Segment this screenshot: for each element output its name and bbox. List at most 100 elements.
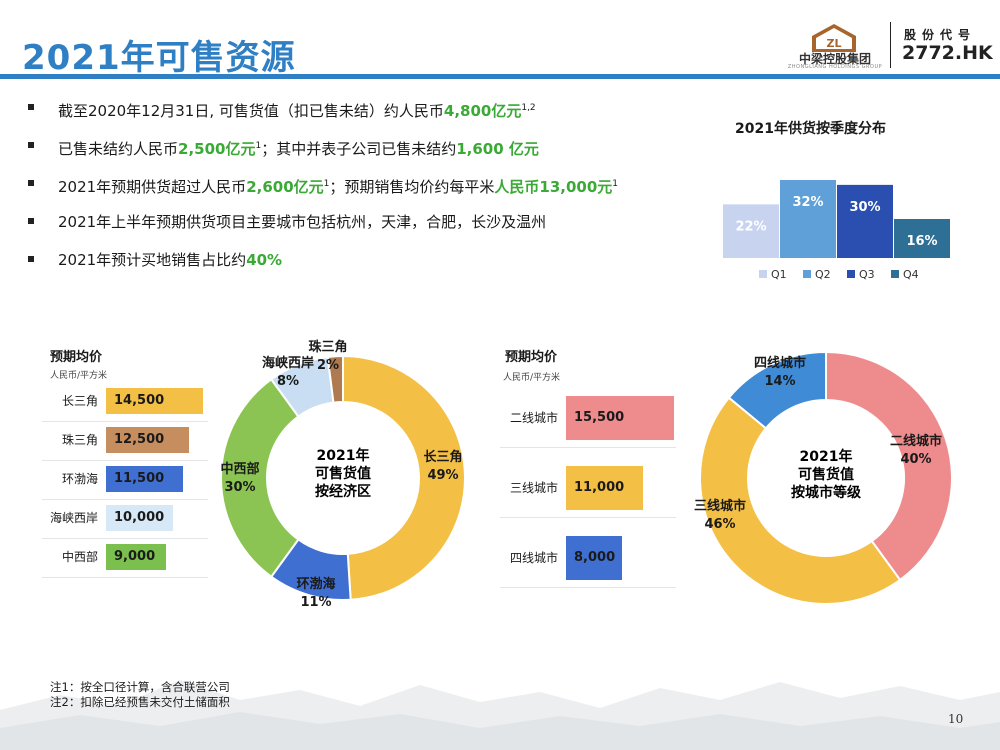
price-bar-row: 海峡西岸 10,000 bbox=[12, 505, 222, 539]
price-bar: 8,000 bbox=[566, 536, 622, 580]
donut-slice bbox=[699, 396, 902, 605]
legend-swatch bbox=[891, 270, 899, 278]
footnote: 注2：扣除已经预售未交付土储面积 bbox=[50, 695, 230, 709]
bullet-highlight: 4,800亿元 bbox=[443, 102, 522, 120]
slice-label: 环渤海 bbox=[296, 576, 335, 592]
quarter-value-label: 32% bbox=[792, 195, 823, 210]
donut-slice bbox=[727, 350, 827, 430]
donut-slice bbox=[825, 350, 953, 582]
legend-label: Q2 bbox=[815, 268, 831, 281]
bullet-text: 2021年预计买地销售占比约 bbox=[58, 251, 247, 269]
row-divider bbox=[42, 499, 208, 500]
page-number: 10 bbox=[948, 712, 964, 726]
category-label: 中西部 bbox=[61, 550, 98, 564]
quarter-bar bbox=[780, 180, 836, 258]
bullet-item: 2021年上半年预期供货项目主要城市包括杭州，天津，合肥，长沙及温州 bbox=[28, 212, 708, 250]
slice-value-label: 11% bbox=[300, 595, 331, 610]
footnote: 注1：按全口径计算，含合联营公司 bbox=[50, 680, 230, 694]
region-price-unit: 人民币/平方米 bbox=[50, 371, 108, 381]
price-bar-row: 四线城市 8,000 bbox=[470, 536, 690, 588]
stock-code-label: 股份代号 bbox=[904, 28, 977, 42]
bullet-item: 2021年预期供货超过人民币2,600亿元1；预期销售均价约每平米人民币13,0… bbox=[28, 174, 708, 212]
footnote-ref: 1 bbox=[612, 179, 619, 189]
bullet-text: 截至2020年12月31日, 可售货值（扣已售未结）约人民币 bbox=[58, 102, 444, 120]
tier-price-title: 预期均价 bbox=[505, 350, 558, 365]
slice-value-label: 49% bbox=[427, 468, 458, 483]
region-price-bars: 长三角 14,500 珠三角 12,500 环渤海 11,500 海峡西岸 10,000 中西部… bbox=[12, 388, 222, 583]
legend-swatch bbox=[803, 270, 811, 278]
slice-label: 海峡西岸 bbox=[262, 355, 314, 371]
bullet-item: 已售未结约人民币2,500亿元1；其中并表子公司已售未结约1,600 亿元 bbox=[28, 136, 708, 174]
donut-center-text: 2021年 bbox=[317, 447, 370, 464]
slice-label: 中西部 bbox=[220, 461, 259, 477]
donut-slice bbox=[326, 354, 344, 404]
row-divider bbox=[500, 517, 676, 518]
footnote-ref: 1 bbox=[323, 179, 330, 189]
bullet-text: 2021年预期供货超过人民币 bbox=[58, 178, 247, 196]
category-label: 长三角 bbox=[61, 394, 98, 408]
bullet-item: 2021年预计买地销售占比约40% bbox=[28, 250, 708, 288]
category-label: 海峡西岸 bbox=[49, 511, 98, 525]
bullet-highlight: 1,600 亿元 bbox=[456, 140, 539, 158]
bullet-highlight: 2,500亿元 bbox=[178, 140, 256, 158]
price-bar: 11,500 bbox=[106, 466, 183, 492]
bullet-text: ；预期销售均价约每平米 bbox=[329, 178, 495, 196]
slice-value-label: 40% bbox=[900, 452, 931, 467]
bullet-marker bbox=[28, 142, 34, 148]
legend-label: Q3 bbox=[859, 268, 875, 281]
mountain-background bbox=[0, 680, 1000, 750]
row-divider bbox=[500, 447, 676, 448]
slice-label: 珠三角 bbox=[308, 339, 347, 355]
company-name: 中梁控股集团 bbox=[798, 52, 871, 66]
bullet-list: 截至2020年12月31日, 可售货值（扣已售未结）约人民币4,800亿元1,2… bbox=[28, 98, 708, 288]
tier-price-unit: 人民币/平方米 bbox=[503, 373, 561, 383]
category-label: 三线城市 bbox=[509, 481, 558, 495]
quarter-bar bbox=[837, 184, 893, 258]
category-label: 二线城市 bbox=[509, 411, 558, 425]
footnote-ref: 1 bbox=[255, 141, 262, 151]
quarter-value-label: 22% bbox=[735, 219, 766, 234]
quarter-value-label: 16% bbox=[906, 234, 937, 249]
legend-swatch bbox=[847, 270, 855, 278]
price-value-label: 14,500 bbox=[114, 393, 165, 408]
header-divider bbox=[890, 22, 891, 68]
price-bar: 14,500 bbox=[106, 388, 203, 414]
slice-value-label: 14% bbox=[764, 374, 795, 389]
quarter-bar bbox=[723, 204, 779, 258]
price-bar: 9,000 bbox=[106, 544, 166, 570]
bullet-highlight: 人民币13,000元 bbox=[494, 178, 613, 196]
stock-code: 2772.HK bbox=[902, 42, 993, 64]
price-value-label: 11,500 bbox=[114, 471, 165, 486]
donut-slice bbox=[220, 377, 300, 579]
row-divider bbox=[42, 421, 208, 422]
quarter-bar bbox=[894, 219, 950, 258]
slice-label: 四线城市 bbox=[754, 355, 806, 371]
category-label: 环渤海 bbox=[61, 472, 98, 486]
bullet-marker bbox=[28, 256, 34, 262]
region-price-title: 预期均价 bbox=[50, 350, 103, 365]
bullet-marker bbox=[28, 218, 34, 224]
quarterly-chart-title: 2021年供货按季度分布 bbox=[735, 121, 886, 137]
price-value-label: 9,000 bbox=[114, 549, 156, 564]
slice-label: 三线城市 bbox=[694, 498, 746, 514]
price-bar-row: 中西部 9,000 bbox=[12, 544, 222, 578]
price-bar-row: 珠三角 12,500 bbox=[12, 427, 222, 461]
row-divider bbox=[42, 460, 208, 461]
row-divider bbox=[500, 587, 676, 588]
price-bar-row: 长三角 14,500 bbox=[12, 388, 222, 422]
donut-center-text: 可售货值 bbox=[798, 466, 854, 483]
price-bar: 11,000 bbox=[566, 466, 643, 510]
price-bar-row: 三线城市 11,000 bbox=[470, 466, 690, 518]
bullet-text: ；其中并表子公司已售未结约 bbox=[261, 140, 457, 158]
quarterly-bar-chart: 22% 32% 30% 16% Q1 Q2 Q3 Q4 bbox=[723, 180, 950, 281]
bullet-text: 2021年上半年预期供货项目主要城市包括杭州，天津，合肥，长沙及温州 bbox=[58, 213, 547, 231]
row-divider bbox=[42, 538, 208, 539]
slice-label: 二线城市 bbox=[890, 433, 942, 449]
legend-swatch bbox=[759, 270, 767, 278]
bullet-marker bbox=[28, 104, 34, 110]
footnotes: 注1：按全口径计算，含合联营公司 注2：扣除已经预售未交付土储面积 bbox=[50, 680, 230, 710]
donut-center-text: 按城市等级 bbox=[791, 484, 862, 501]
donut-center-text: 可售货值 bbox=[315, 465, 371, 482]
category-label: 珠三角 bbox=[61, 433, 98, 447]
price-value-label: 12,500 bbox=[114, 432, 165, 447]
